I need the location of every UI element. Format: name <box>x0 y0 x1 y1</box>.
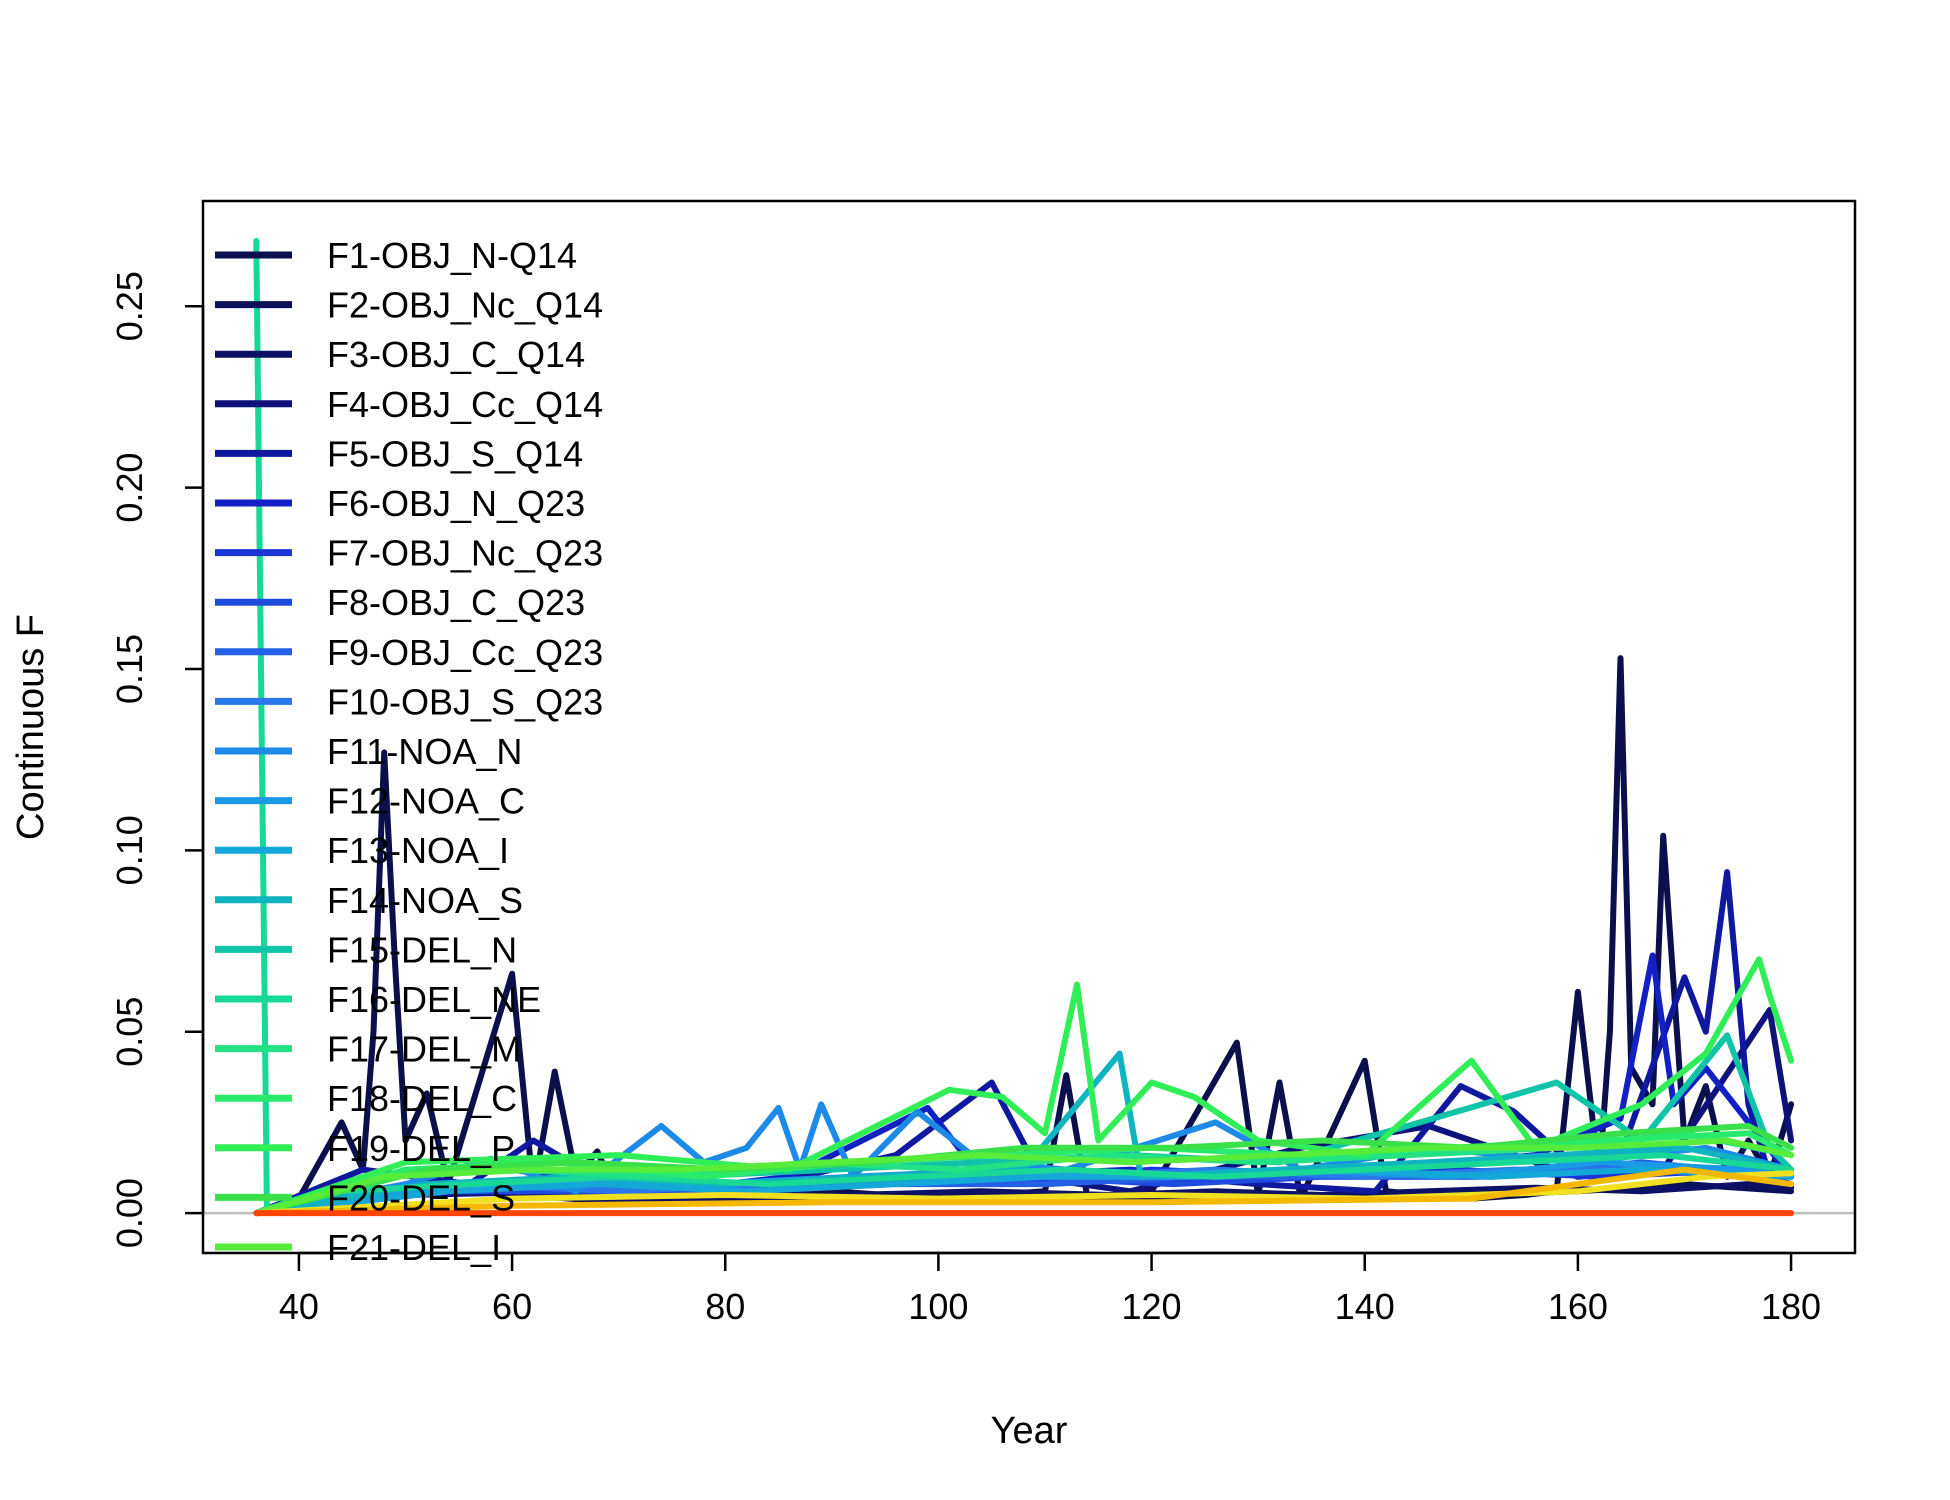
legend-label: F1-OBJ_N-Q14 <box>327 235 577 276</box>
series-line-f19-del-p <box>253 956 1795 1217</box>
legend-item: F6-OBJ_N_Q23 <box>215 483 585 524</box>
legend-label: F5-OBJ_S_Q14 <box>327 433 583 474</box>
legend-label: F10-OBJ_S_Q23 <box>327 681 603 722</box>
x-tick-label: 140 <box>1335 1286 1395 1327</box>
x-tick-label: 180 <box>1761 1286 1821 1327</box>
y-tick-label: 0.00 <box>109 1178 150 1248</box>
series-line-f13-noa-i <box>253 1166 1795 1217</box>
legend-label: F4-OBJ_Cc_Q14 <box>327 384 603 425</box>
legend-label: F19-DEL_P <box>327 1128 515 1169</box>
legend-label: F7-OBJ_Nc_Q23 <box>327 533 603 574</box>
legend-label: F8-OBJ_C_Q23 <box>327 582 585 623</box>
x-tick-label: 120 <box>1122 1286 1182 1327</box>
y-axis: 0.00 0.05 0.10 0.15 0.20 0.25 <box>109 271 205 1248</box>
legend-item: F13-NOA_I <box>215 830 509 871</box>
legend-item: F16-DEL_NE <box>215 979 541 1020</box>
series-line-f20-del-s <box>253 1123 1795 1217</box>
x-tick-label: 80 <box>705 1286 745 1327</box>
x-axis-title: Year <box>991 1410 1068 1452</box>
legend-label: F13-NOA_I <box>327 830 509 871</box>
legend-item: F21-DEL_I <box>215 1227 501 1268</box>
legend-item: F17-DEL_M <box>215 1029 521 1070</box>
legend-item: F19-DEL_P <box>215 1128 515 1169</box>
legend-label: F14-NOA_S <box>327 880 523 921</box>
x-axis: 40 60 80 100 120 140 160 180 <box>279 1251 1821 1327</box>
legend-label: F20-DEL_S <box>327 1177 515 1218</box>
y-tick-label: 0.25 <box>109 271 150 341</box>
legend-label: F2-OBJ_Nc_Q14 <box>327 285 603 326</box>
legend-item: F3-OBJ_C_Q14 <box>215 334 585 375</box>
x-tick-label: 60 <box>492 1286 532 1327</box>
y-tick-label: 0.15 <box>109 634 150 704</box>
legend-item: F9-OBJ_Cc_Q23 <box>215 632 603 673</box>
legend-label: F15-DEL_N <box>327 929 517 970</box>
series-lines <box>203 237 1855 1217</box>
x-tick-label: 40 <box>279 1286 319 1327</box>
legend-item: F15-DEL_N <box>215 929 517 970</box>
y-axis-title: Continuous F <box>10 614 52 840</box>
x-tick-label: 160 <box>1548 1286 1608 1327</box>
legend-label: F3-OBJ_C_Q14 <box>327 334 585 375</box>
legend-item: F20-DEL_S <box>215 1177 515 1218</box>
legend-item: F2-OBJ_Nc_Q14 <box>215 285 603 326</box>
legend-label: F9-OBJ_Cc_Q23 <box>327 632 603 673</box>
legend-label: F18-DEL_C <box>327 1078 517 1119</box>
y-tick-label: 0.20 <box>109 453 150 523</box>
y-tick-label: 0.05 <box>109 997 150 1067</box>
legend-item: F12-NOA_C <box>215 781 525 822</box>
legend-item: F5-OBJ_S_Q14 <box>215 433 583 474</box>
legend-label: F11-NOA_N <box>327 731 522 772</box>
legend-label: F16-DEL_NE <box>327 979 541 1020</box>
legend-label: F12-NOA_C <box>327 781 525 822</box>
legend-item: F1-OBJ_N-Q14 <box>215 235 577 276</box>
legend-label: F21-DEL_I <box>327 1227 501 1268</box>
legend: F1-OBJ_N-Q14 F2-OBJ_Nc_Q14 F3-OBJ_C_Q14 F4-… <box>215 235 603 1268</box>
legend-item: F7-OBJ_Nc_Q23 <box>215 533 603 574</box>
x-tick-label: 100 <box>908 1286 968 1327</box>
legend-item: F11-NOA_N <box>215 731 522 772</box>
legend-item: F14-NOA_S <box>215 880 523 921</box>
legend-label: F17-DEL_M <box>327 1029 521 1070</box>
legend-item: F4-OBJ_Cc_Q14 <box>215 384 603 425</box>
series-line-unnamed-23 <box>253 1166 1795 1217</box>
y-tick-label: 0.10 <box>109 815 150 885</box>
legend-item: F18-DEL_C <box>215 1078 517 1119</box>
legend-item: F10-OBJ_S_Q23 <box>215 681 603 722</box>
series-line-unnamed-22 <box>253 1170 1795 1217</box>
series-line-f21-del-i <box>253 1137 1795 1217</box>
legend-label: F6-OBJ_N_Q23 <box>327 483 585 524</box>
legend-item: F8-OBJ_C_Q23 <box>215 582 585 623</box>
